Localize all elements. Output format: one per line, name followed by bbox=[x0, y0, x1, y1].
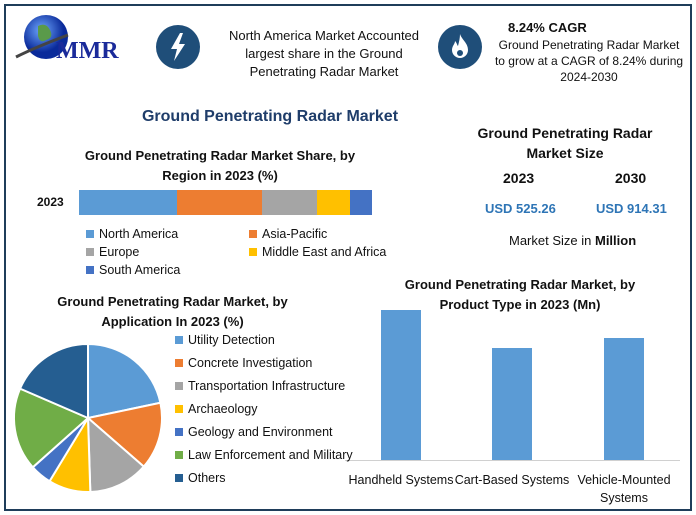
application-legend-item: Utility Detection bbox=[175, 333, 275, 347]
unit-text: Market Size in bbox=[509, 233, 595, 248]
application-legend-item: Concrete Investigation bbox=[175, 356, 312, 370]
legend-swatch bbox=[86, 266, 94, 274]
region-category: 2023 bbox=[37, 195, 64, 209]
frame bbox=[4, 4, 692, 511]
pie-slice-utility-detection bbox=[87, 342, 162, 420]
application-legend-item: Others bbox=[175, 471, 226, 485]
year-2030: 2030 bbox=[615, 170, 647, 186]
application-legend-item: Law Enforcement and Military bbox=[175, 448, 353, 462]
legend-swatch bbox=[175, 474, 183, 482]
legend-swatch bbox=[175, 336, 183, 344]
bar-segment-europe bbox=[261, 190, 317, 215]
legend-swatch bbox=[86, 230, 94, 238]
application-chart-title: Ground Penetrating Radar Market, by Appl… bbox=[57, 294, 288, 329]
value-2030: USD 914.31 bbox=[596, 201, 667, 216]
legend-label: Concrete Investigation bbox=[188, 356, 313, 370]
unit-bold: Million bbox=[594, 233, 637, 248]
legend-label: South America bbox=[99, 263, 181, 277]
application-legend-item: Geology and Environment bbox=[175, 425, 333, 439]
application-legend-item: Archaeology bbox=[175, 402, 258, 416]
bar-segment-south-america bbox=[350, 190, 372, 215]
globe-icon bbox=[15, 15, 69, 59]
legend-label: Geology and Environment bbox=[188, 425, 333, 439]
legend-label: Asia-Pacific bbox=[262, 227, 328, 241]
legend-swatch bbox=[175, 428, 183, 436]
legend-label: North America bbox=[99, 227, 179, 241]
legend-label: Europe bbox=[99, 245, 140, 259]
main-title: Ground Penetrating Radar Market bbox=[141, 108, 399, 125]
region-legend-item: Asia-Pacific bbox=[249, 227, 327, 241]
legend-swatch bbox=[175, 359, 183, 367]
product-bar bbox=[381, 310, 421, 460]
legend-label: Utility Detection bbox=[188, 333, 275, 347]
mmr-logo: MMR bbox=[12, 12, 122, 67]
value-2023: USD 525.26 bbox=[485, 201, 556, 216]
region-stacked-bar bbox=[79, 190, 372, 215]
legend-label: Transportation Infrastructure bbox=[188, 379, 346, 393]
product-axis bbox=[345, 460, 680, 461]
legend-label: Law Enforcement and Military bbox=[188, 448, 353, 462]
product-category-label: Handheld Systems bbox=[348, 473, 454, 487]
application-legend-item: Transportation Infrastructure bbox=[175, 379, 345, 393]
cagr-title: 8.24% CAGR bbox=[508, 20, 587, 35]
bar-segment-middle-east-and-africa bbox=[316, 190, 350, 215]
highlight-text: North America Market Accounted largest s… bbox=[228, 28, 420, 79]
lightning-icon bbox=[156, 25, 200, 69]
pie-slice-law-enforcement-and-military bbox=[13, 387, 90, 469]
legend-swatch bbox=[175, 451, 183, 459]
legend-swatch bbox=[86, 248, 94, 256]
unit-label: Market Size in Million bbox=[509, 233, 636, 248]
bar-segment-north-america bbox=[79, 190, 177, 215]
region-chart-title: Ground Penetrating Radar Market Share, b… bbox=[84, 148, 356, 183]
product-category-label: Vehicle-Mounted Systems bbox=[577, 473, 671, 505]
region-legend-item: South America bbox=[86, 263, 180, 277]
product-bar bbox=[492, 348, 532, 460]
legend-swatch bbox=[249, 248, 257, 256]
logo-text: MMR bbox=[56, 38, 119, 64]
legend-swatch bbox=[175, 405, 183, 413]
bar-segment-asia-pacific bbox=[176, 190, 262, 215]
market-size-title: Ground Penetrating Radar Market Size bbox=[477, 125, 653, 161]
product-bar bbox=[604, 337, 644, 460]
pie-slice-transportation-infrastructure bbox=[86, 415, 146, 493]
legend-label: Others bbox=[188, 471, 226, 485]
pie-slice-concrete-investigation bbox=[85, 401, 163, 468]
legend-label: Middle East and Africa bbox=[262, 245, 387, 259]
product-chart-title: Ground Penetrating Radar Market, by Prod… bbox=[404, 277, 636, 312]
pie-slice-others bbox=[18, 342, 89, 420]
cagr-text: Ground Penetrating Radar Market to grow … bbox=[494, 38, 684, 84]
region-legend-item: Europe bbox=[86, 245, 139, 259]
legend-swatch bbox=[175, 382, 183, 390]
flame-icon bbox=[438, 25, 482, 69]
legend-swatch bbox=[249, 230, 257, 238]
product-category-label: Cart-Based Systems bbox=[454, 473, 570, 487]
region-legend-item: North America bbox=[86, 227, 178, 241]
region-legend-item: Middle East and Africa bbox=[249, 245, 386, 259]
year-2023: 2023 bbox=[503, 170, 535, 186]
legend-label: Archaeology bbox=[188, 402, 258, 416]
application-pie-chart bbox=[13, 342, 163, 493]
